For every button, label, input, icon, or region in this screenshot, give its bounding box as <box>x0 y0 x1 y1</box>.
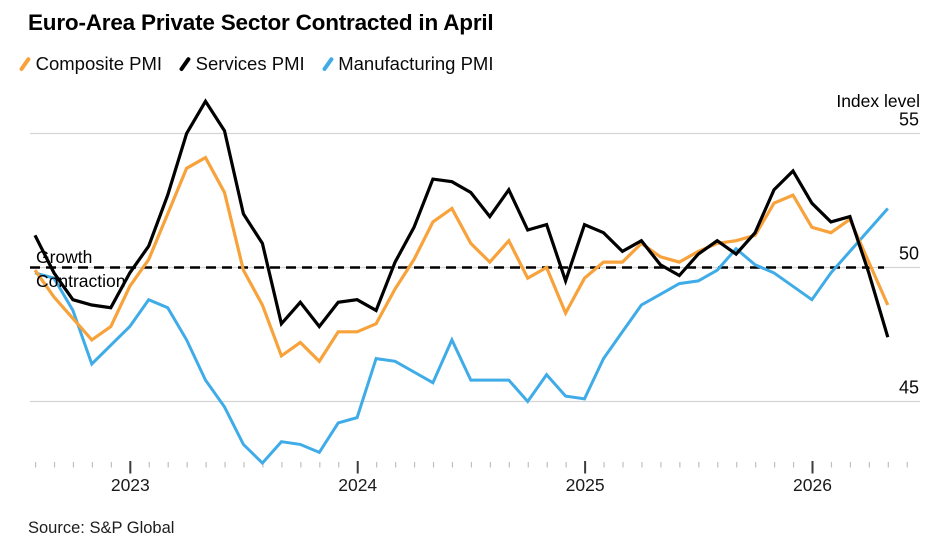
legend: Composite PMI Services PMI Manufacturing… <box>18 53 494 75</box>
legend-label-services: Services PMI <box>195 53 305 74</box>
x-axis-year-label: 2025 <box>566 475 605 495</box>
legend-item-services: Services PMI <box>178 53 305 75</box>
y-axis-tick-label: 45 <box>899 378 919 398</box>
y-axis-tick-label: 50 <box>899 244 919 264</box>
contraction-label: Contraction <box>36 271 126 291</box>
series-line-manufacturing-pmi <box>34 207 889 466</box>
x-axis-year-label: 2023 <box>111 475 150 495</box>
source-note: Source: S&P Global <box>28 519 175 537</box>
legend-item-manufacturing: Manufacturing PMI <box>321 53 494 75</box>
y-axis-unit-label: Index level <box>836 91 920 111</box>
series-line-services-pmi <box>33 98 890 338</box>
x-axis-year-label: 2024 <box>338 475 377 495</box>
legend-label-manufacturing: Manufacturing PMI <box>338 53 494 74</box>
x-axis-year-label: 2026 <box>793 475 832 495</box>
chart-title: Euro-Area Private Sector Contracted in A… <box>28 10 494 35</box>
legend-item-composite: Composite PMI <box>18 53 163 75</box>
legend-label-composite: Composite PMI <box>35 53 163 74</box>
series-line-composite-pmi <box>33 155 890 364</box>
y-axis-tick-label: 55 <box>899 110 919 130</box>
growth-label: Growth <box>36 247 93 267</box>
